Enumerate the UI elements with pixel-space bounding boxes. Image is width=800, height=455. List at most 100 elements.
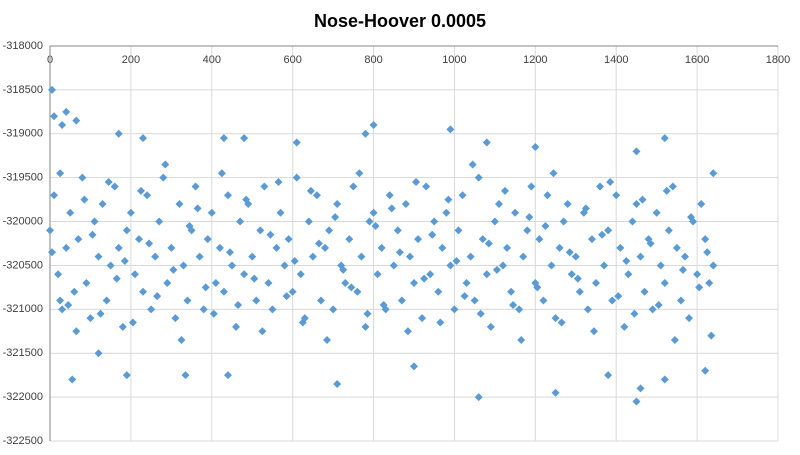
point xyxy=(98,200,107,208)
point xyxy=(535,235,544,244)
point xyxy=(559,217,568,226)
point xyxy=(308,252,317,261)
y-tick-label: -322500 xyxy=(3,435,43,447)
point xyxy=(167,243,176,252)
y-tick-label: -318500 xyxy=(3,84,43,96)
point xyxy=(80,195,89,204)
point xyxy=(290,257,299,266)
point xyxy=(446,261,455,270)
x-tick-label: 1200 xyxy=(523,54,547,66)
point xyxy=(385,191,394,200)
point xyxy=(345,235,354,244)
y-tick-label: -320500 xyxy=(3,259,43,271)
point xyxy=(581,204,590,213)
point xyxy=(628,217,637,226)
point xyxy=(589,327,598,336)
point xyxy=(353,287,362,296)
point xyxy=(482,270,491,279)
point xyxy=(304,217,313,226)
point xyxy=(420,274,429,283)
point xyxy=(120,257,129,266)
point xyxy=(507,287,516,296)
point xyxy=(306,186,315,195)
point xyxy=(296,270,305,279)
point xyxy=(503,243,512,252)
point xyxy=(175,200,184,208)
point xyxy=(122,226,131,235)
point xyxy=(541,221,550,230)
point xyxy=(252,296,261,305)
point xyxy=(543,191,552,200)
point xyxy=(501,186,509,195)
point xyxy=(636,384,645,393)
point xyxy=(225,248,234,257)
point xyxy=(531,142,540,151)
x-tick-label: 1000 xyxy=(442,54,466,66)
point xyxy=(139,287,148,296)
point xyxy=(470,296,479,305)
point xyxy=(223,371,232,380)
point xyxy=(48,248,57,257)
point xyxy=(646,239,655,248)
point xyxy=(163,279,172,287)
point xyxy=(110,182,119,191)
y-tick-label: -322000 xyxy=(3,391,43,403)
point xyxy=(50,191,59,200)
point xyxy=(201,283,210,292)
point xyxy=(48,85,57,94)
y-tick-label: -319000 xyxy=(3,128,43,140)
point xyxy=(82,279,91,287)
point xyxy=(583,305,592,314)
point xyxy=(199,305,208,314)
point xyxy=(325,226,334,235)
x-tick-label: 1800 xyxy=(766,54,790,66)
point xyxy=(316,296,325,305)
point xyxy=(515,305,524,314)
point xyxy=(104,178,113,187)
point xyxy=(598,230,607,239)
y-tick-label: -321500 xyxy=(3,347,43,359)
point xyxy=(695,283,704,292)
point xyxy=(161,160,170,169)
point xyxy=(137,186,145,195)
point xyxy=(606,178,615,187)
y-tick-label: -320000 xyxy=(3,215,43,227)
point xyxy=(466,252,475,261)
point xyxy=(242,195,251,204)
point xyxy=(70,287,79,296)
point xyxy=(195,252,204,261)
y-tick-label: -319500 xyxy=(3,172,43,184)
point xyxy=(573,274,582,283)
point xyxy=(94,349,103,358)
point xyxy=(292,138,301,147)
point xyxy=(652,208,661,217)
point xyxy=(533,283,542,292)
point xyxy=(128,318,137,327)
x-tick-label: 1400 xyxy=(604,54,628,66)
point xyxy=(147,305,156,314)
point xyxy=(551,314,560,323)
point xyxy=(468,160,477,169)
point xyxy=(58,305,67,314)
point xyxy=(519,252,528,261)
point xyxy=(240,270,249,279)
point xyxy=(369,208,378,217)
point xyxy=(701,366,710,375)
point xyxy=(703,248,712,257)
point xyxy=(709,261,718,270)
point xyxy=(426,270,435,279)
point xyxy=(709,169,718,178)
point xyxy=(557,318,566,327)
x-tick-label: 400 xyxy=(203,54,221,66)
point xyxy=(284,235,293,244)
point xyxy=(680,252,689,261)
point xyxy=(179,261,188,270)
point xyxy=(434,287,443,296)
point xyxy=(596,182,605,191)
point xyxy=(134,235,143,244)
point xyxy=(58,121,67,129)
point xyxy=(482,138,491,147)
point xyxy=(660,134,669,143)
point xyxy=(68,375,77,384)
point xyxy=(474,173,483,182)
